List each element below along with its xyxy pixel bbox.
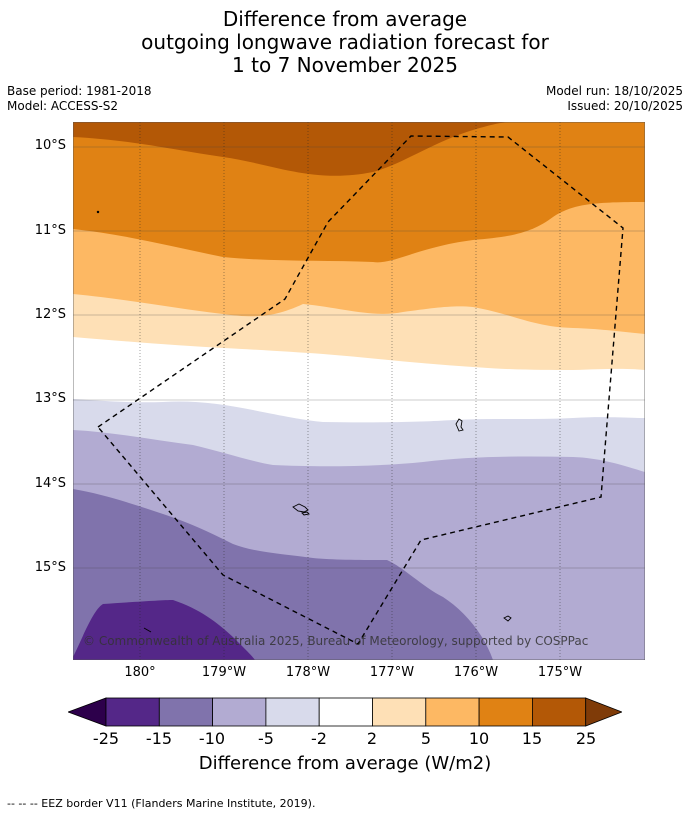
colorbar-label-2: 2 bbox=[366, 729, 378, 748]
lon-label-179w: 179°W bbox=[201, 665, 247, 680]
eez-border bbox=[96, 135, 624, 645]
map-band-negative-strong bbox=[73, 600, 255, 660]
meta-left: Base period: 1981-2018 Model: ACCESS-S2 bbox=[7, 84, 152, 114]
colorbar-segment-7 bbox=[425, 697, 480, 727]
lon-label-176w: 176°W bbox=[453, 665, 499, 680]
colorbar-title: Difference from average (W/m2) bbox=[198, 753, 492, 774]
colorbar-segment-6 bbox=[372, 697, 427, 727]
island-wallis-islet bbox=[301, 511, 310, 516]
lon-label-177w: 177°W bbox=[369, 665, 415, 680]
copyright-text: © Commonwealth of Australia 2025, Bureau… bbox=[83, 634, 588, 648]
colorbar-label-5: 5 bbox=[420, 729, 432, 748]
lon-label-180: 180° bbox=[124, 665, 156, 680]
title-line-3: 1 to 7 November 2025 bbox=[232, 53, 458, 77]
model-run: Model run: 18/10/2025 bbox=[545, 84, 683, 98]
colorbar-label-10: 10 bbox=[468, 729, 490, 748]
colorbar-segment-4 bbox=[265, 697, 320, 727]
forecast-map[interactable]: © Commonwealth of Australia 2025, Bureau… bbox=[73, 122, 645, 660]
colorbar-segment-2 bbox=[158, 697, 214, 727]
island-niuafoou bbox=[455, 418, 464, 432]
colorbar-label-neg2: -2 bbox=[311, 729, 327, 748]
colorbar-label-neg15: -15 bbox=[145, 729, 173, 748]
lat-label-15s: 15°S bbox=[34, 560, 66, 575]
colorbar-segment-8 bbox=[478, 697, 533, 727]
title-line-2: outgoing longwave radiation forecast for bbox=[141, 30, 549, 54]
colorbar-label-neg25: -25 bbox=[92, 729, 120, 748]
chart-title: Difference from average outgoing longwav… bbox=[0, 8, 690, 77]
colorbar-segment-5 bbox=[318, 697, 373, 727]
colorbar-extend-high bbox=[585, 697, 622, 727]
colorbar-segment-1 bbox=[105, 697, 160, 727]
colorbar-extend-low bbox=[68, 697, 107, 727]
island-outlines bbox=[96, 210, 512, 633]
eez-footnote: -- -- -- EEZ border V11 (Flanders Marine… bbox=[7, 797, 316, 810]
island-dot bbox=[96, 210, 100, 214]
grid-lines bbox=[73, 146, 645, 569]
model-name: Model: ACCESS-S2 bbox=[7, 99, 119, 113]
lat-label-11s: 11°S bbox=[34, 223, 66, 238]
lat-label-12s: 12°S bbox=[34, 307, 66, 322]
lat-label-10s: 10°S bbox=[34, 138, 66, 153]
title-line-1: Difference from average bbox=[222, 7, 468, 31]
issued-date: Issued: 20/10/2025 bbox=[567, 99, 683, 113]
colorbar-label-neg10: -10 bbox=[198, 729, 226, 748]
lat-label-13s: 13°S bbox=[34, 391, 66, 406]
base-period: Base period: 1981-2018 bbox=[7, 84, 152, 98]
colorbar-segment-3 bbox=[212, 697, 267, 727]
lon-label-178w: 178°W bbox=[285, 665, 331, 680]
meta-right: Model run: 18/10/2025 Issued: 20/10/2025 bbox=[546, 84, 683, 114]
colorbar bbox=[68, 697, 622, 727]
lat-label-14s: 14°S bbox=[34, 476, 66, 491]
colorbar-label-neg5: -5 bbox=[258, 729, 274, 748]
colorbar-label-15: 15 bbox=[521, 729, 543, 748]
colorbar-segment-9 bbox=[531, 697, 587, 727]
island-wallis bbox=[292, 503, 309, 513]
island-futuna-east bbox=[503, 615, 512, 622]
island-south-west bbox=[143, 627, 152, 633]
colorbar-label-25: 25 bbox=[575, 729, 597, 748]
lon-label-175w: 175°W bbox=[537, 665, 583, 680]
